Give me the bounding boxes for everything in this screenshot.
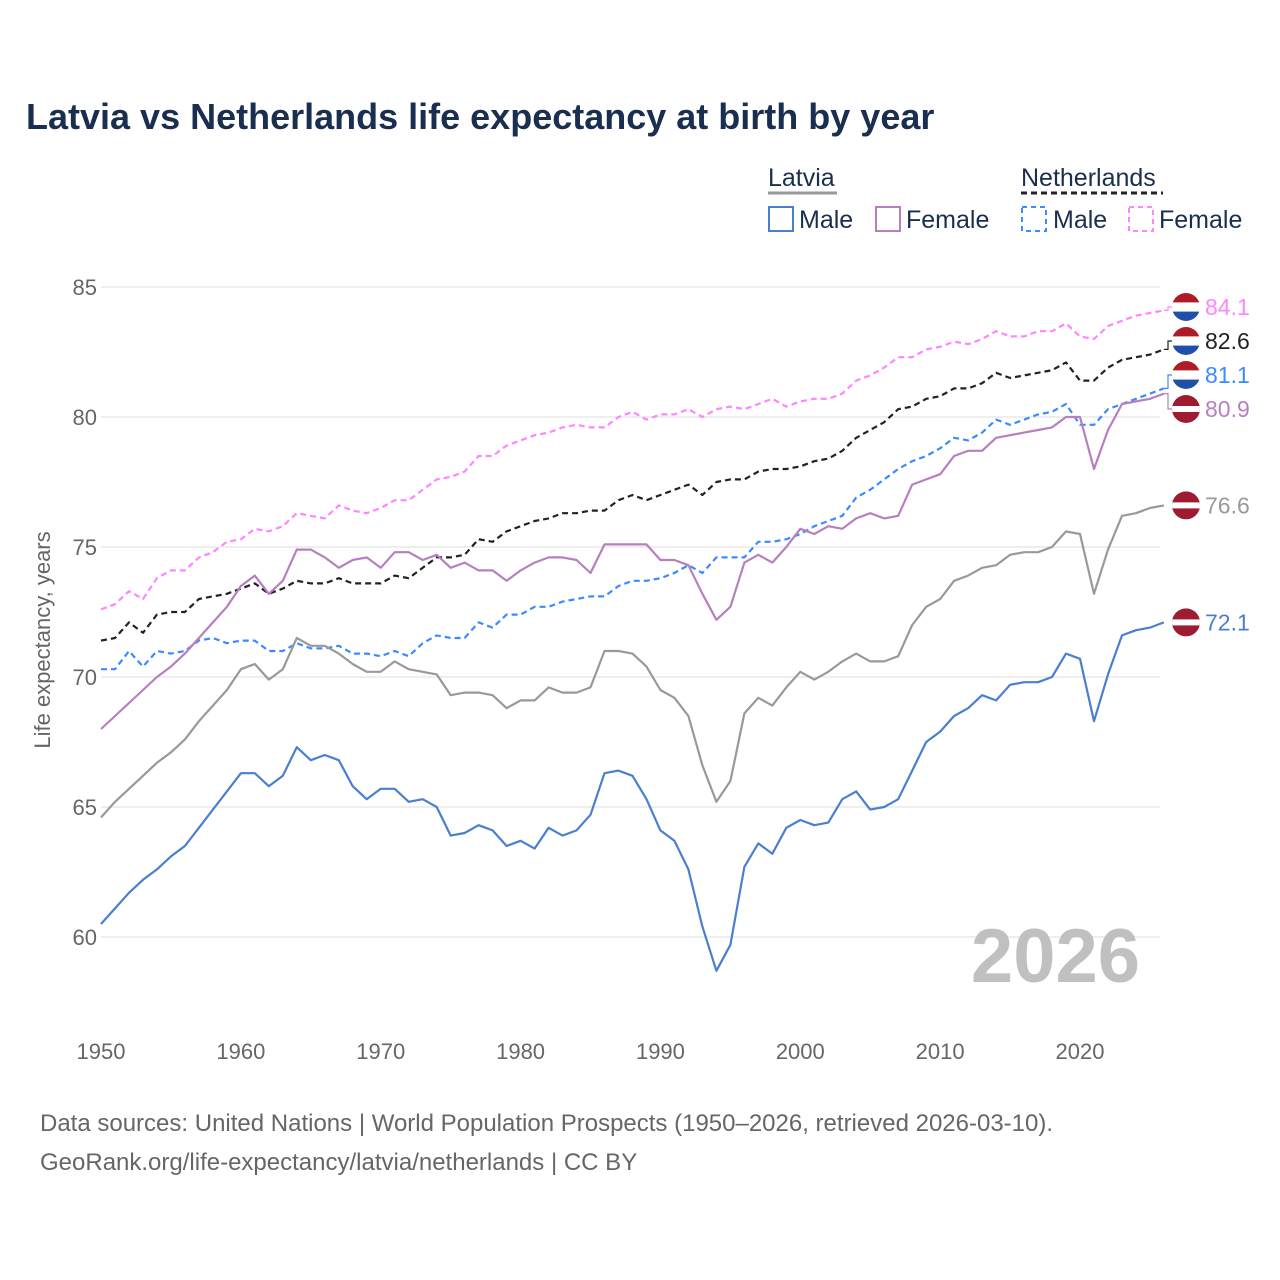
source-line-2: GeoRank.org/life-expectancy/latvia/nethe… (40, 1149, 637, 1176)
x-tick-label: 1960 (216, 1039, 265, 1064)
end-value-label: 76.6 (1205, 492, 1250, 518)
y-tick-label: 75 (73, 535, 97, 560)
series-line-latvia-male (100, 621, 1165, 972)
end-value-label: 81.1 (1205, 362, 1250, 388)
x-tick-label: 1950 (77, 1039, 126, 1064)
end-value-label: 82.6 (1205, 328, 1250, 354)
legend-latvia-female: Female (906, 206, 989, 234)
end-value-label: 84.1 (1205, 294, 1250, 320)
x-axis: 1950 1960 1970 1980 1990 2000 2010 2020 (77, 1039, 1105, 1064)
series-line-netherlands-female (100, 309, 1165, 611)
x-tick-label: 1970 (356, 1039, 405, 1064)
y-tick-label: 70 (73, 665, 97, 690)
end-value-label: 72.1 (1205, 609, 1250, 635)
end-labels: 84.1 82.6 81.1 80.9 76.6 72.1 (1163, 293, 1250, 637)
x-tick-label: 1980 (496, 1039, 545, 1064)
legend-latvia-male-swatch (768, 206, 794, 232)
x-tick-label: 2020 (1056, 1039, 1105, 1064)
y-tick-label: 65 (73, 795, 97, 820)
netherlands-flag-icon (1172, 327, 1200, 355)
y-axis: 60 65 70 75 80 85 (73, 275, 97, 950)
legend-netherlands-male-swatch (1021, 206, 1047, 232)
series-line-latvia-female (100, 392, 1165, 730)
source-line-1: Data sources: United Nations | World Pop… (40, 1110, 1053, 1137)
latvia-flag-icon (1172, 608, 1200, 637)
legend-netherlands-male: Male (1053, 206, 1107, 234)
gridlines (101, 286, 1160, 938)
x-tick-label: 2000 (776, 1039, 825, 1064)
end-value-label: 80.9 (1205, 396, 1250, 422)
legend-group-latvia: Latvia (768, 164, 835, 192)
latvia-flag-icon (1172, 395, 1200, 423)
legend-netherlands-female-swatch (1128, 206, 1154, 232)
legend-latvia-male: Male (799, 206, 853, 234)
legend-group-netherlands: Netherlands (1021, 164, 1156, 192)
legend-netherlands-female: Female (1159, 206, 1242, 234)
x-tick-label: 1990 (636, 1039, 685, 1064)
legend-latvia-female-swatch (875, 206, 901, 232)
y-axis-label: Life expectancy, years (30, 531, 55, 748)
latvia-flag-icon (1172, 491, 1200, 520)
series-line-netherlands (100, 348, 1165, 642)
x-tick-label: 2010 (916, 1039, 965, 1064)
series-lines (100, 309, 1165, 972)
y-tick-label: 80 (73, 405, 97, 430)
y-tick-label: 85 (73, 275, 97, 300)
series-line-latvia (100, 504, 1165, 819)
netherlands-flag-icon (1172, 293, 1200, 321)
chart-title: Latvia vs Netherlands life expectancy at… (26, 96, 934, 137)
netherlands-flag-icon (1172, 361, 1200, 389)
year-watermark: 2026 (971, 914, 1140, 999)
legend: Latvia Netherlands Male Female Male Fema… (768, 164, 1242, 234)
y-tick-label: 60 (73, 925, 97, 950)
